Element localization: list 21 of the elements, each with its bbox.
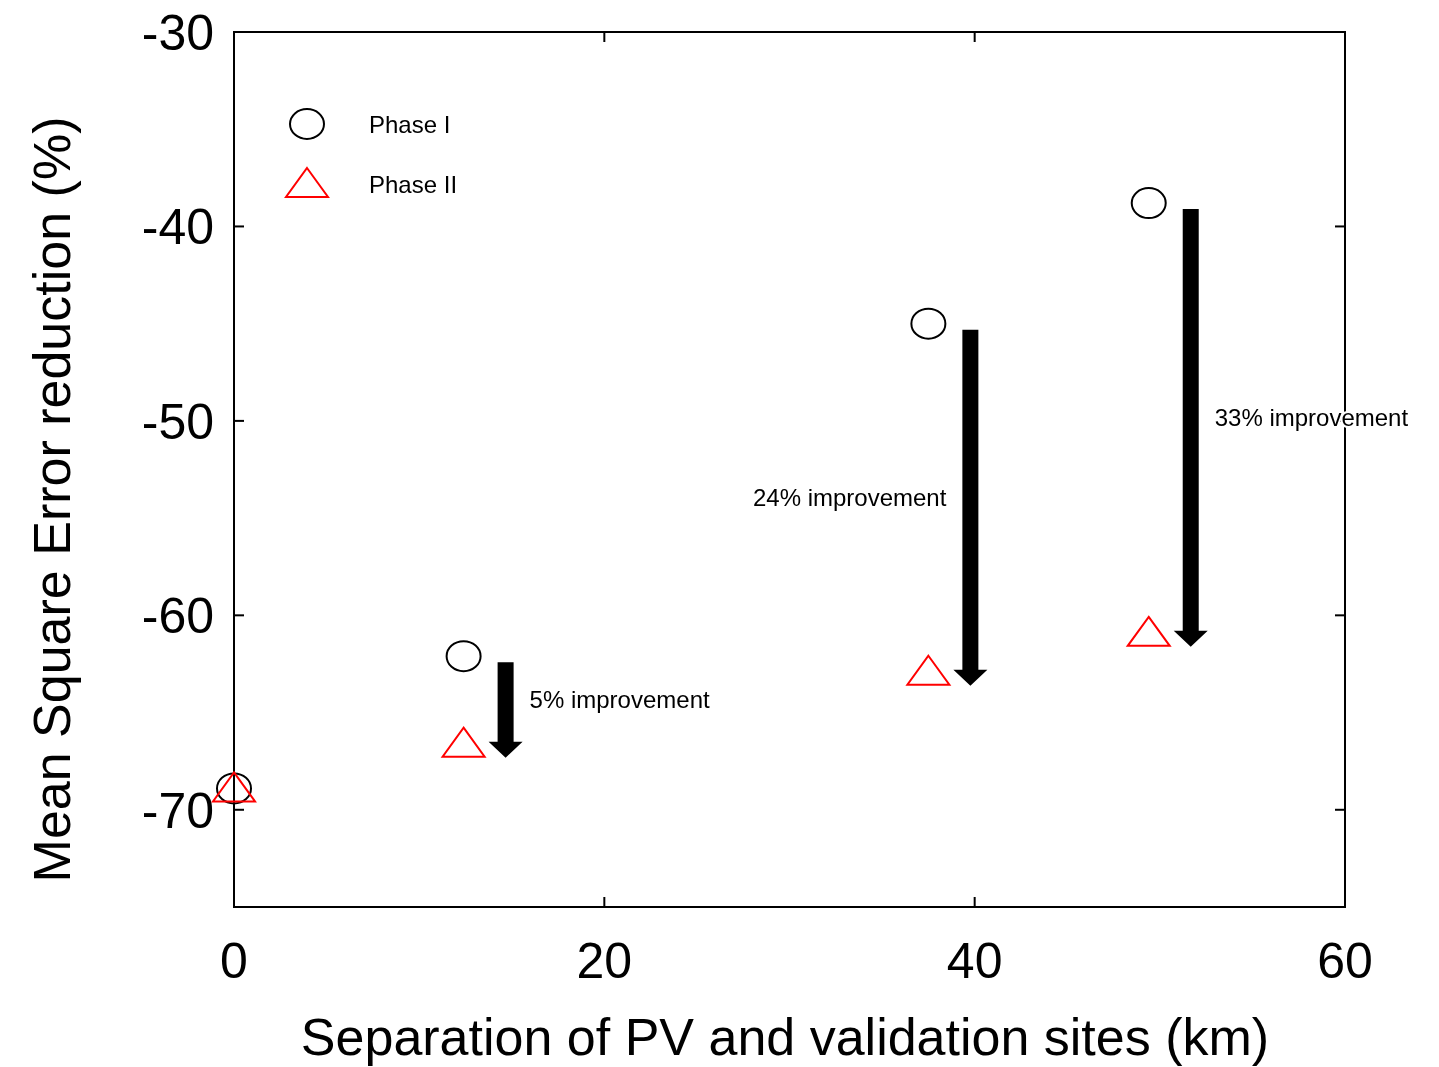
point: [1130, 187, 1167, 220]
x-tick-label: 40: [946, 933, 1003, 989]
y-axis-title: Mean Square Error reduction (%): [23, 116, 81, 883]
x-axis-title: Separation of PV and validation sites (km): [300, 1008, 1270, 1066]
point: [1126, 615, 1171, 647]
legend-label: Phase II: [369, 171, 458, 198]
y-tick-label: -50: [141, 393, 214, 450]
y-tick-label: -40: [141, 199, 214, 256]
point: [906, 654, 951, 686]
point: [441, 726, 486, 758]
annotation: 24% improvement: [752, 483, 947, 511]
point: [445, 640, 482, 673]
x-tick-label: 60: [1317, 933, 1373, 989]
x-tick-label: 0: [220, 933, 248, 989]
point: [910, 307, 947, 340]
legend-label: Phase I: [369, 111, 451, 138]
x-tick-label: 20: [576, 933, 633, 989]
y-tick-label: -30: [141, 5, 214, 61]
y-tick-label: -60: [141, 588, 214, 645]
y-tick-label: -70: [141, 782, 214, 839]
annotation: 5% improvement: [529, 685, 711, 713]
